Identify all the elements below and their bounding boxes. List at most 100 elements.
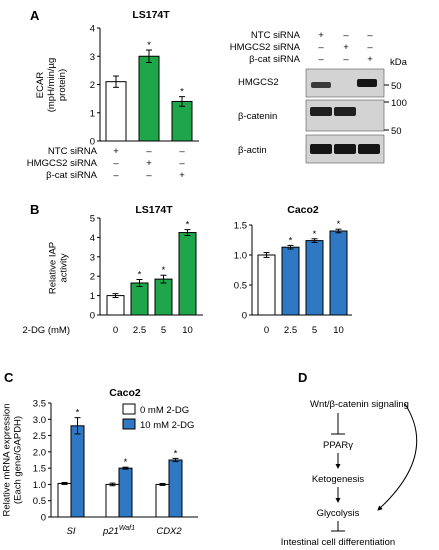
pathway-diagram: Wnt/β-catenin signaling PPARγ Ketogenesi… — [281, 399, 418, 548]
bar — [105, 483, 120, 518]
blot-band — [310, 144, 332, 154]
bar — [257, 254, 276, 316]
y-tick-label: 3.5 — [33, 399, 46, 410]
significance-mark: * — [174, 448, 178, 459]
significance-mark: * — [180, 87, 184, 98]
blot-row-label-hmgcs2: HMGCS2 — [238, 77, 279, 88]
y-tick-label: 0.5 — [33, 496, 46, 507]
legend-label: 10 mM 2-DG — [140, 420, 194, 431]
x-tick-label: 10 — [182, 325, 193, 336]
chart-a-ecar: LS174T ECAR (mpH/min/µg protein) 0 1 2 3 4 * * NTC … — [27, 9, 199, 181]
significance-mark: * — [124, 457, 128, 468]
condition-mark: – — [367, 42, 373, 53]
chart-title: Caco2 — [287, 204, 319, 216]
significance-mark: * — [313, 229, 317, 240]
condition-mark: – — [146, 170, 152, 181]
y-axis-label: protein) — [57, 69, 68, 101]
y-tick-label: 0 — [90, 311, 95, 322]
chart-c-mrna: Caco2 Relative mRNA expression (Each gene/… — [2, 387, 198, 537]
pathway-node-ppar: PPARγ — [323, 440, 353, 451]
blot-marker-50b: 50 — [391, 126, 402, 137]
bar — [281, 246, 300, 316]
x-tick-label: 2.5 — [133, 325, 146, 336]
condition-mark: – — [367, 30, 373, 41]
condition-mark: – — [318, 54, 324, 65]
bar — [329, 230, 348, 316]
y-tick-label: 1 — [90, 291, 95, 302]
blot-band — [357, 79, 377, 87]
y-tick-label: 0 — [90, 137, 95, 148]
bar — [171, 100, 193, 142]
y-tick-label: 3 — [90, 252, 95, 263]
activate-curve-arrow — [377, 403, 418, 511]
legend-swatch — [122, 418, 136, 430]
chart-title: Caco2 — [109, 387, 141, 399]
x-tick-label: p21Waf1 — [102, 525, 135, 537]
y-tick-label: 0.5 — [234, 281, 247, 292]
condition-label: HMGCS2 siRNA — [27, 158, 98, 169]
significance-mark: * — [186, 220, 190, 231]
legend-swatch — [122, 403, 136, 415]
blot-row-label-bactin: β-actin — [238, 145, 267, 156]
blot-band — [334, 144, 356, 154]
y-axis-label: (mpH/min/µg — [46, 58, 57, 113]
condition-mark: – — [343, 30, 349, 41]
y-axis-label: Relative mRNA expression — [2, 404, 13, 517]
blot-row-label-bcatenin: β-catenin — [238, 111, 277, 122]
condition-mark: – — [113, 170, 119, 181]
condition-mark: + — [146, 158, 152, 169]
western-blot: NTC siRNA + – –HMGCS2 siRNA – + –β-cat siRNA – –… — [230, 30, 408, 164]
condition-mark: – — [146, 146, 152, 157]
x-axis-label: 2-DG (mM) — [23, 325, 71, 336]
pathway-node-differentiation: Intestinal cell differentiation — [281, 537, 395, 548]
condition-label: NTC siRNA — [251, 30, 301, 41]
significance-mark: * — [289, 235, 293, 246]
condition-mark: + — [367, 54, 373, 65]
x-tick-label: 0 — [113, 325, 118, 336]
y-tick-label: 2 — [90, 80, 95, 91]
pathway-node-wnt: Wnt/β-catenin signaling — [310, 399, 409, 410]
bar — [154, 278, 173, 316]
condition-mark: – — [179, 146, 185, 157]
y-tick-label: 1.5 — [33, 464, 46, 475]
x-tick-label: 2.5 — [284, 325, 297, 336]
y-tick-label: 5 — [90, 214, 95, 225]
condition-label: HMGCS2 siRNA — [230, 42, 301, 53]
bar — [168, 459, 183, 518]
blot-kda-label: kDa — [390, 57, 408, 68]
blot-marker-50a: 50 — [391, 81, 402, 92]
y-axis-label: (Each gene/GAPDH) — [13, 416, 24, 504]
y-tick-label: 1.5 — [234, 221, 247, 232]
condition-mark: – — [113, 158, 119, 169]
y-axis-label: Relative IAP — [48, 242, 59, 294]
x-tick-label: 5 — [312, 325, 317, 336]
bar — [118, 467, 133, 518]
chart-title: LS174T — [132, 9, 170, 21]
y-tick-label: 3 — [90, 52, 95, 63]
panel-label-a: A — [30, 8, 40, 23]
pathway-node-ketogenesis: Ketogenesis — [312, 474, 365, 485]
blot-marker-100: 100 — [391, 98, 407, 109]
condition-mark: – — [318, 42, 324, 53]
significance-mark: * — [76, 408, 80, 419]
x-tick-label: SI — [67, 526, 76, 537]
y-tick-label: 1.0 — [234, 251, 247, 262]
chart-b-ls174t-iap: LS174T Relative IAP activity 0 1 2 3 4 5 0 * 2.5 * 5 *… — [23, 204, 203, 336]
panel-label-c: C — [4, 370, 14, 385]
significance-mark: * — [147, 40, 151, 51]
panel-label-d: D — [298, 370, 307, 385]
y-tick-label: 2.5 — [33, 431, 46, 442]
bar — [70, 425, 85, 518]
blot-band — [310, 107, 332, 116]
blot-condition-table: NTC siRNA + – –HMGCS2 siRNA – + –β-cat siRNA – –… — [230, 30, 374, 65]
pathway-node-glycolysis: Glycolysis — [317, 508, 360, 519]
condition-mark: + — [318, 30, 324, 41]
blot-band — [358, 144, 380, 154]
significance-mark: * — [162, 265, 166, 276]
y-tick-label: 1 — [90, 108, 95, 119]
blot-band — [334, 107, 356, 116]
blot-band — [311, 82, 331, 88]
bar — [155, 483, 170, 518]
y-tick-label: 0 — [41, 513, 46, 524]
